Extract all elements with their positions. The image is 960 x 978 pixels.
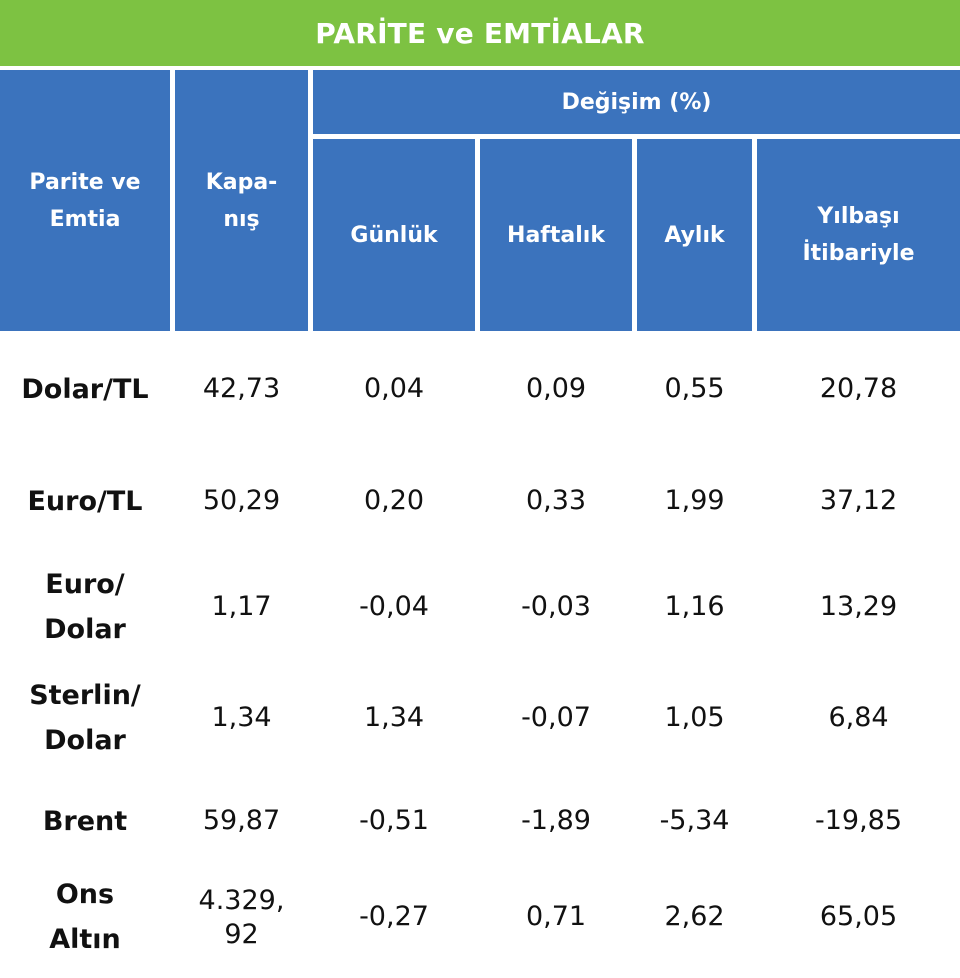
cell-daily: 0,20	[363, 485, 425, 516]
cell-weekly: -0,07	[521, 702, 591, 733]
cell-monthly: 2,62	[664, 901, 725, 932]
cell-weekly: 0,71	[525, 901, 587, 932]
row-name: Sterlin/ Dolar	[29, 680, 141, 756]
cell-close: 50,29	[202, 485, 281, 516]
header-degisim-group: Değişim (%)	[313, 70, 960, 134]
cell-weekly: 0,33	[525, 485, 587, 516]
cell-ytd: 20,78	[819, 373, 898, 404]
cell-close: 42,73	[202, 373, 281, 404]
header-aylik: Aylık	[637, 139, 752, 331]
cell-weekly: -1,89	[521, 805, 591, 836]
row-name: Ons Altın	[49, 879, 121, 955]
header-parite-emtia: Parite ve Emtia	[0, 70, 170, 331]
cell-ytd: 6,84	[828, 702, 889, 733]
cell-close: 59,87	[202, 805, 281, 836]
cell-daily: 0,04	[363, 373, 425, 404]
cell-monthly: 1,99	[664, 485, 725, 516]
cell-monthly: 0,55	[664, 373, 725, 404]
table-title: PARİTE ve EMTİALAR	[0, 0, 960, 66]
cell-ytd: -19,85	[814, 805, 903, 836]
cell-close: 1,34	[211, 702, 272, 733]
cell-monthly: -5,34	[659, 805, 730, 836]
cell-ytd: 65,05	[819, 901, 898, 932]
cell-daily: -0,27	[359, 901, 429, 932]
cell-monthly: 1,16	[664, 591, 725, 622]
cell-monthly: 1,05	[664, 702, 725, 733]
cell-daily: -0,04	[359, 591, 429, 622]
cell-daily: -0,51	[359, 805, 429, 836]
row-name: Euro/ Dolar	[44, 569, 126, 645]
row-name: Dolar/TL	[21, 373, 149, 405]
cell-ytd: 37,12	[819, 485, 898, 516]
row-name: Euro/TL	[27, 485, 143, 517]
cell-close: 4.329, 92	[198, 885, 285, 950]
cell-close: 1,17	[211, 591, 272, 622]
header-gunluk: Günlük	[313, 139, 475, 331]
cell-weekly: -0,03	[521, 591, 591, 622]
header-kapanis: Kapa- nış	[175, 70, 308, 331]
cell-ytd: 13,29	[819, 591, 898, 622]
header-yilbasi: Yılbaşı İtibariyle	[757, 139, 960, 331]
cell-daily: 1,34	[363, 702, 425, 733]
header-haftalik: Haftalık	[480, 139, 632, 331]
row-name: Brent	[42, 805, 128, 837]
cell-weekly: 0,09	[525, 373, 587, 404]
